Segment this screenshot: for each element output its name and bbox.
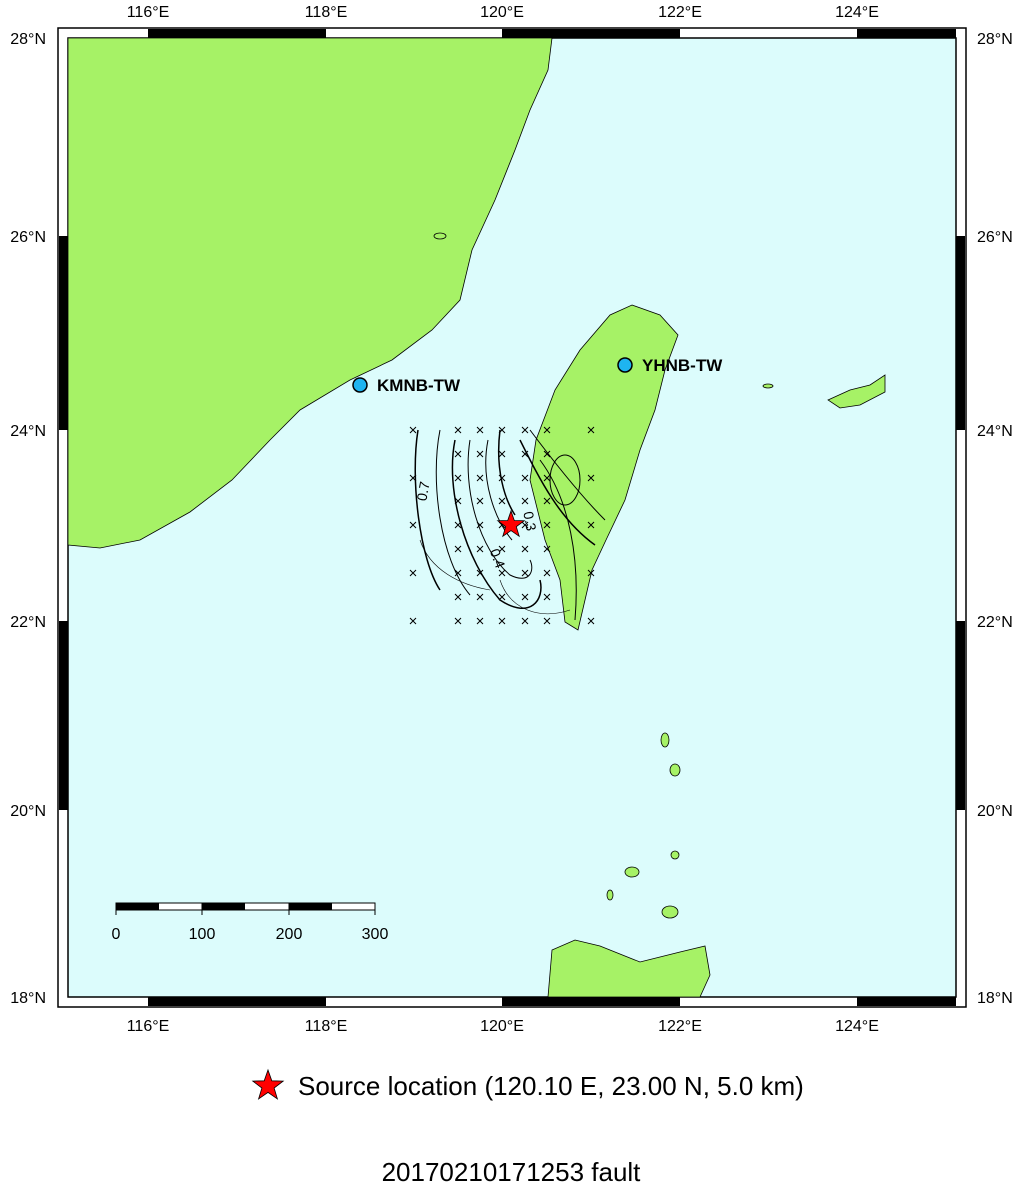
legend-label: Source location (120.10 E, 23.00 N, 5.0 … xyxy=(298,1071,804,1101)
y-tick-label: 20°N xyxy=(977,803,1013,820)
grid-cross xyxy=(498,545,506,553)
grid-cross xyxy=(543,617,551,625)
grid-cross xyxy=(409,426,417,434)
grid-cross xyxy=(521,474,529,482)
contour-label: 0.4 xyxy=(487,546,509,570)
scale-label: 300 xyxy=(362,926,389,943)
scale-bar xyxy=(115,902,376,915)
x-tick-label: 118°E xyxy=(305,4,348,21)
grid-cross xyxy=(543,450,551,458)
grid-cross xyxy=(454,521,462,529)
station-label: YHNB-TW xyxy=(642,356,723,375)
grid-cross xyxy=(521,617,529,625)
y-tick-label: 18°N xyxy=(977,990,1013,1007)
grid-cross xyxy=(521,569,529,577)
scale-label: 200 xyxy=(276,926,303,943)
y-tick-label: 28°N xyxy=(977,31,1013,48)
grid-cross xyxy=(409,569,417,577)
x-tick-label: 124°E xyxy=(835,1018,879,1035)
y-tick-label: 22°N xyxy=(977,614,1013,631)
contour-label: 0.7 xyxy=(414,480,433,502)
y-tick-label: 24°N xyxy=(977,423,1013,440)
grid-cross xyxy=(543,521,551,529)
y-tick-label: 28°N xyxy=(10,31,46,48)
grid-cross xyxy=(476,497,484,505)
grid-cross xyxy=(409,474,417,482)
grid-cross xyxy=(498,474,506,482)
grid-cross xyxy=(409,521,417,529)
grid-cross xyxy=(454,474,462,482)
x-tick-label: 122°E xyxy=(658,4,702,21)
grid-cross xyxy=(587,569,595,577)
x-tick-label: 122°E xyxy=(658,1018,702,1035)
grid-cross xyxy=(543,545,551,553)
grid-cross xyxy=(521,497,529,505)
y-tick-label: 24°N xyxy=(10,423,46,440)
y-tick-label: 20°N xyxy=(10,803,46,820)
station-marker xyxy=(617,357,633,373)
grid-cross xyxy=(476,545,484,553)
y-tick-label: 22°N xyxy=(10,614,46,631)
grid-cross xyxy=(521,426,529,434)
grid-cross xyxy=(476,450,484,458)
grid-cross xyxy=(498,617,506,625)
grid-cross xyxy=(498,450,506,458)
grid-cross xyxy=(476,474,484,482)
grid-cross xyxy=(543,497,551,505)
grid-cross xyxy=(476,426,484,434)
grid-cross xyxy=(543,426,551,434)
station-marker xyxy=(352,377,368,393)
x-tick-label: 120°E xyxy=(480,1018,524,1035)
grid-cross xyxy=(409,617,417,625)
x-tick-label: 116°E xyxy=(127,4,170,21)
x-tick-label: 116°E xyxy=(127,1018,170,1035)
grid-cross xyxy=(454,497,462,505)
contour-label: 0.3 xyxy=(520,510,539,532)
figure-title: 20170210171253 fault xyxy=(382,1157,642,1184)
grid-cross xyxy=(543,474,551,482)
grid-cross xyxy=(587,426,595,434)
grid-cross xyxy=(498,426,506,434)
tick-labels: 116°E 118°E 120°E 122°E 124°E 116°E 118°E 120°E… xyxy=(10,4,1013,1035)
grid-cross xyxy=(454,450,462,458)
y-tick-label: 26°N xyxy=(977,229,1013,246)
grid-cross xyxy=(521,545,529,553)
x-tick-label: 120°E xyxy=(480,4,524,21)
grid-cross xyxy=(498,593,506,601)
grid-cross xyxy=(476,617,484,625)
grid-cross xyxy=(498,497,506,505)
land xyxy=(67,37,886,998)
x-tick-label: 124°E xyxy=(835,4,879,21)
grid-cross xyxy=(476,521,484,529)
grid-cross xyxy=(587,617,595,625)
grid-cross xyxy=(498,569,506,577)
grid-cross xyxy=(521,593,529,601)
grid-cross xyxy=(543,569,551,577)
scale-label: 0 xyxy=(112,926,121,943)
grid-cross xyxy=(454,426,462,434)
grid-cross xyxy=(587,521,595,529)
y-tick-label: 26°N xyxy=(10,229,46,246)
source-star xyxy=(496,509,526,538)
station-label: KMNB-TW xyxy=(377,376,461,395)
grid-cross xyxy=(543,593,551,601)
grid-cross xyxy=(454,569,462,577)
y-tick-label: 18°N xyxy=(10,990,46,1007)
frame-bands xyxy=(59,29,965,1006)
grid-cross xyxy=(587,474,595,482)
grid-crosses xyxy=(409,426,595,625)
legend-star xyxy=(251,1068,285,1100)
grid-cross xyxy=(476,569,484,577)
grid-cross xyxy=(454,617,462,625)
grid-cross xyxy=(521,521,529,529)
grid-cross xyxy=(521,450,529,458)
grid-cross xyxy=(454,545,462,553)
grid-cross xyxy=(454,593,462,601)
grid-cross xyxy=(476,593,484,601)
x-tick-label: 118°E xyxy=(305,1018,348,1035)
scale-label: 100 xyxy=(189,926,216,943)
